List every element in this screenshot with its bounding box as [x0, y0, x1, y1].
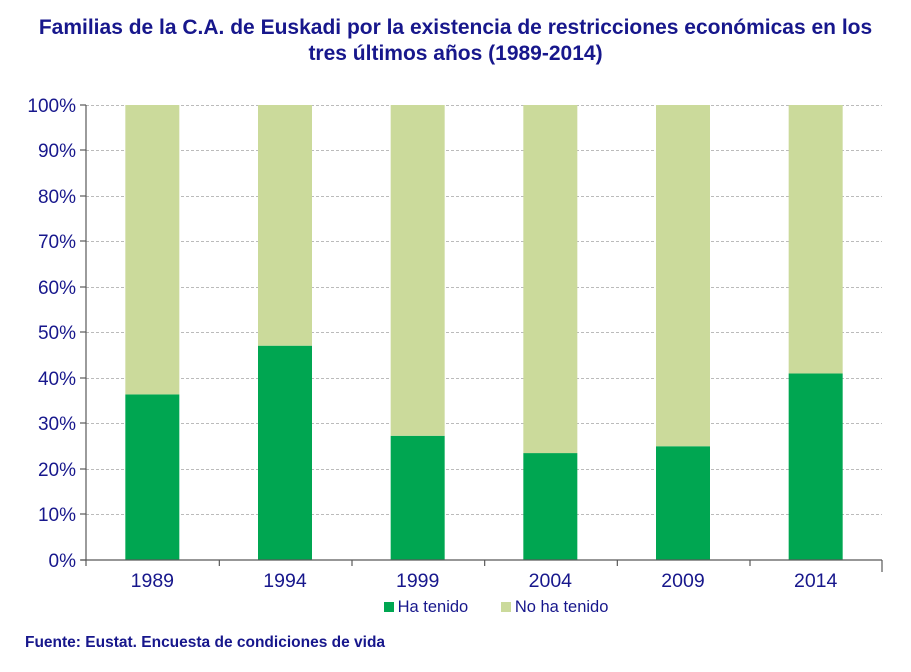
svg-text:70%: 70%	[38, 232, 76, 253]
svg-text:10%: 10%	[38, 505, 76, 526]
svg-text:50%: 50%	[38, 323, 76, 344]
svg-text:90%: 90%	[38, 141, 76, 162]
svg-text:20%: 20%	[38, 460, 76, 481]
svg-text:40%: 40%	[38, 369, 76, 390]
svg-text:2004: 2004	[529, 570, 573, 592]
svg-text:2009: 2009	[661, 570, 704, 592]
svg-text:1999: 1999	[396, 570, 439, 592]
svg-text:2014: 2014	[794, 570, 838, 592]
svg-text:80%: 80%	[38, 187, 76, 208]
svg-text:1994: 1994	[263, 570, 307, 592]
svg-text:30%: 30%	[38, 414, 76, 435]
svg-text:60%: 60%	[38, 278, 76, 299]
svg-text:1989: 1989	[131, 570, 174, 592]
svg-text:0%: 0%	[49, 551, 77, 572]
svg-text:100%: 100%	[27, 96, 76, 117]
